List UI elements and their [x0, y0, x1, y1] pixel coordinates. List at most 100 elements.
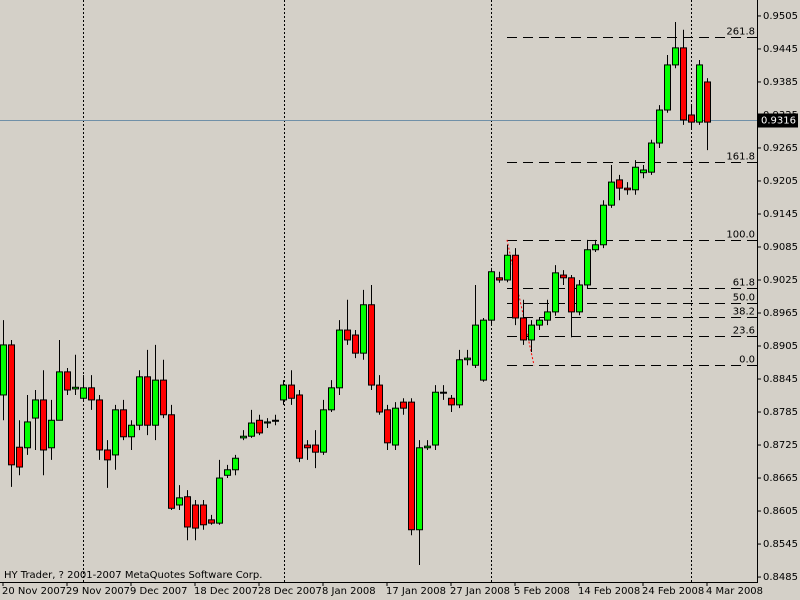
x-tick-label: 27 Jan 2008 [450, 586, 510, 597]
candle-body [224, 469, 231, 476]
candle-body [192, 504, 199, 529]
candle-body [136, 376, 143, 426]
candle-body [496, 277, 503, 281]
candle-body [0, 344, 7, 396]
candle-body [216, 477, 223, 524]
candle-body [88, 387, 95, 401]
candle-body [488, 271, 495, 321]
x-tick-label: 28 Dec 2007 [258, 586, 322, 597]
candle-body [472, 324, 479, 366]
candles [0, 22, 711, 565]
y-tick-label: 0.9265 [763, 143, 798, 154]
candle-body [568, 277, 575, 313]
candle-body [320, 409, 327, 453]
candle-body [592, 244, 599, 251]
fib-label: 50.0 [733, 293, 755, 304]
candle-body [152, 379, 159, 426]
candle-body [648, 142, 655, 173]
candle-body [544, 311, 551, 321]
fib-label: 0.0 [739, 355, 755, 366]
candle-body [200, 504, 207, 526]
candle-body [168, 414, 175, 509]
x-tick-label: 14 Feb 2008 [578, 586, 640, 597]
fib-label: 23.6 [733, 326, 755, 337]
candle-body [528, 324, 535, 341]
y-tick-label: 0.9085 [763, 242, 798, 253]
candle-body [96, 399, 103, 451]
candle-body [328, 387, 335, 411]
candle-body [160, 379, 167, 416]
candle-body [400, 401, 407, 409]
footer: HY Trader, ? 2001-2007 MetaQuotes Softwa… [4, 570, 262, 581]
candle-body [272, 419, 279, 422]
y-tick-label: 0.9025 [763, 275, 798, 286]
y-tick-label: 0.8605 [763, 506, 798, 517]
y-tick-label: 0.8665 [763, 473, 798, 484]
candle-body [464, 357, 471, 361]
candle-body [256, 419, 263, 434]
candle-body [624, 187, 631, 191]
x-tick-label: 9 Dec 2007 [130, 586, 188, 597]
candle-body [304, 444, 311, 449]
fib-label: 38.2 [733, 307, 755, 318]
candle-body [112, 409, 119, 456]
x-tick-label: 18 Dec 2007 [194, 586, 258, 597]
candle-body [128, 424, 135, 438]
candle-body [408, 401, 415, 531]
y-tick-label: 0.9505 [763, 11, 798, 22]
candle-body [16, 446, 23, 468]
candle-body [296, 394, 303, 459]
y-tick-label: 0.8725 [763, 440, 798, 451]
candle-body [664, 64, 671, 111]
y-tick-label: 0.9205 [763, 176, 798, 187]
candle-body [80, 387, 87, 399]
bid-label: 0.9316 [761, 116, 796, 127]
x-tick-label: 29 Nov 2007 [66, 586, 130, 597]
candle-body [688, 114, 695, 123]
candle-body [480, 319, 487, 381]
candle-body [456, 359, 463, 406]
candle-body [616, 179, 623, 189]
candle-body [48, 419, 55, 449]
candle-body [416, 447, 423, 531]
candle-body [448, 397, 455, 406]
x-tick-label: 20 Nov 2007 [2, 586, 66, 597]
candle-body [264, 421, 271, 424]
candle-body [536, 319, 543, 326]
x-tick-label: 24 Feb 2008 [642, 586, 704, 597]
fib-label: 100.0 [726, 230, 755, 241]
candle-body [552, 272, 559, 313]
candle-body [680, 47, 687, 121]
candle-body [120, 409, 127, 438]
candle-body [696, 64, 703, 123]
candle-body [672, 47, 679, 66]
candle-body [424, 445, 431, 449]
fib-label: 261.8 [726, 27, 755, 38]
candle-body [656, 109, 663, 144]
y-tick-label: 0.8845 [763, 374, 798, 385]
candle-body [208, 519, 215, 524]
candle-body [368, 304, 375, 386]
y-tick-label: 0.9385 [763, 77, 798, 88]
y-tick-label: 0.9145 [763, 209, 798, 220]
candle-body [608, 181, 615, 206]
candle-body [288, 384, 295, 399]
candle-body [632, 166, 639, 191]
y-tick-label: 0.8905 [763, 341, 798, 352]
candle-body [704, 81, 711, 123]
candle-body [104, 449, 111, 461]
candle-body [40, 399, 47, 451]
candle-body [520, 317, 527, 341]
candle-body [392, 407, 399, 446]
candle-body [432, 391, 439, 446]
x-tick-label: 4 Mar 2008 [706, 586, 763, 597]
candle-body [352, 334, 359, 354]
x-tick-label: 8 Jan 2008 [322, 586, 376, 597]
fib-trend [506, 239, 535, 366]
candle-body [376, 384, 383, 413]
candle-body [344, 329, 351, 341]
candle-body [312, 444, 319, 453]
fibonacci: 261.8 161.8 100.0 61.8 50.0 38.2 23.6 0.0 [506, 27, 757, 366]
candle-body [360, 304, 367, 354]
candle-body [600, 204, 607, 246]
